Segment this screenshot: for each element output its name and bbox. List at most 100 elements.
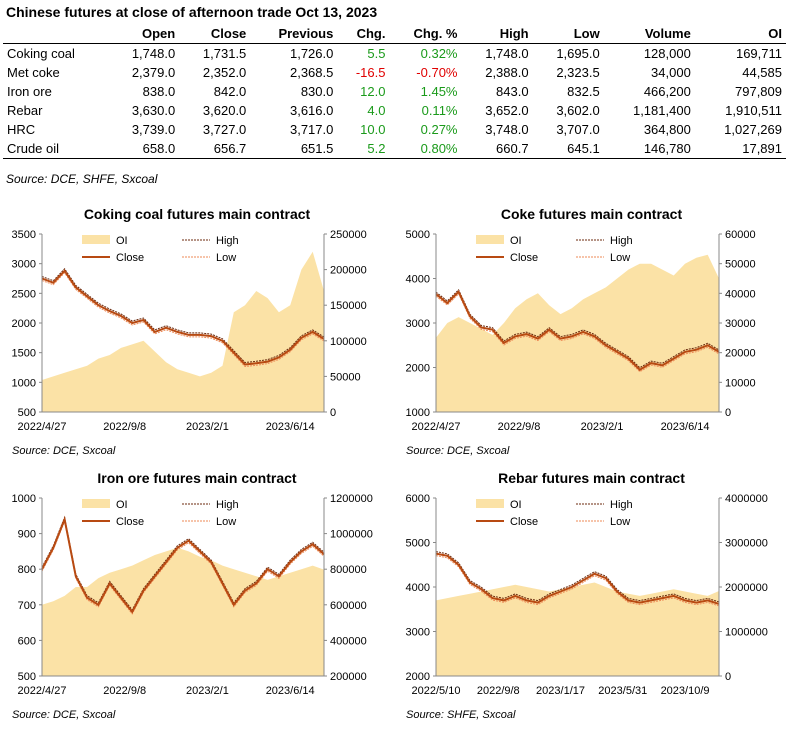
x-tick-label: 2022/4/27 <box>18 685 67 697</box>
cell-previous: 3,616.0 <box>289 103 334 118</box>
legend-low-label: Low <box>216 516 236 528</box>
table-row: Coking coal 1,748.0 1,731.5 1,726.0 5.5 0.32%… <box>3 44 786 64</box>
y-right-tick-label: 0 <box>330 407 336 419</box>
cell-name: Crude oil <box>3 139 109 159</box>
cell-previous: 651.5 <box>250 139 338 159</box>
table-body: Coking coal 1,748.0 1,731.5 1,726.0 5.5 0.32%… <box>3 44 786 159</box>
legend-high-label: High <box>610 499 633 511</box>
cell-low: 832.5 <box>567 84 600 99</box>
cell-chg-pct: 0.27% <box>420 122 458 137</box>
cell-low: 3,707.0 <box>556 122 600 137</box>
cell-chg-pct: 1.45% <box>420 84 458 99</box>
cell-low: 2,323.5 <box>556 65 600 80</box>
y-right-tick-label: 600000 <box>330 600 367 612</box>
x-tick-label: 2022/5/10 <box>412 685 461 697</box>
cell-chg: 5.2 <box>337 139 390 159</box>
y-right-tick-label: 1200000 <box>330 493 373 505</box>
y-right-tick-label: 1000000 <box>725 627 768 639</box>
y-right-tick-label: 1000000 <box>330 529 373 541</box>
close-line <box>435 290 720 371</box>
legend: OI High Close Low <box>82 235 239 264</box>
table-row: Rebar 3,630.0 3,620.0 3,616.0 4.0 0.11% 3,652.… <box>3 101 786 120</box>
y-left-tick-label: 4000 <box>406 274 430 286</box>
cell-open: 3,739.0 <box>131 122 176 137</box>
low-line <box>435 292 720 373</box>
y-left-tick-label: 3000 <box>406 318 430 330</box>
cell-oi: 17,891 <box>694 139 786 159</box>
cell-chg: -16.5 <box>355 65 386 80</box>
close-line <box>435 552 720 605</box>
legend-oi-swatch <box>476 499 504 508</box>
column-header: Low <box>532 24 604 44</box>
chart-title: Rebar futures main contract <box>498 470 685 486</box>
close-line <box>41 515 325 614</box>
legend-high-label: High <box>610 235 633 247</box>
cell-oi: 797,809 <box>735 84 782 99</box>
legend-low-label: Low <box>216 252 236 264</box>
column-header: Volume <box>603 24 695 44</box>
cell-close: 842.0 <box>213 84 247 99</box>
cell-low: 645.1 <box>532 139 604 159</box>
legend-oi-label: OI <box>510 235 522 247</box>
y-left-tick-label: 5000 <box>406 229 430 241</box>
y-left-tick-label: 3000 <box>12 259 36 271</box>
cell-high: 1,748.0 <box>485 46 529 61</box>
legend-close-label: Close <box>510 516 538 528</box>
cell-low: 1,695.0 <box>556 46 600 61</box>
x-tick-label: 2023/6/14 <box>661 421 710 433</box>
cell-chg: 10.0 <box>360 122 386 137</box>
x-tick-label: 2022/4/27 <box>18 421 67 433</box>
column-header: Close <box>179 24 251 44</box>
legend-low-label: Low <box>610 516 630 528</box>
y-left-tick-label: 1000 <box>406 407 430 419</box>
y-right-tick-label: 40000 <box>725 288 756 300</box>
y-right-tick-label: 0 <box>725 671 731 683</box>
y-left-tick-label: 600 <box>18 635 36 647</box>
legend-oi-label: OI <box>116 235 128 247</box>
table-source: Source: DCE, SHFE, Sxcoal <box>6 172 158 186</box>
cell-high: 3,652.0 <box>485 103 529 118</box>
chart-source: Source: SHFE, Sxcoal <box>406 709 516 721</box>
y-right-tick-label: 150000 <box>330 300 367 312</box>
high-line <box>41 268 325 364</box>
cell-chg-pct: 0.32% <box>420 46 458 61</box>
column-header: Open <box>108 24 180 44</box>
column-header: High <box>461 24 533 44</box>
high-line <box>435 551 720 603</box>
legend-close-label: Close <box>116 516 144 528</box>
x-tick-label: 2023/2/1 <box>186 685 229 697</box>
x-tick-label: 2023/6/14 <box>266 685 315 697</box>
chart-svg: Coking coal futures main contract 3500 300… <box>12 206 367 457</box>
legend: OI High Close Low <box>476 235 633 264</box>
y-left-tick-label: 4000 <box>406 582 430 594</box>
y-right-tick-label: 10000 <box>725 377 756 389</box>
cell-previous: 830.0 <box>300 84 334 99</box>
cell-previous: 3,717.0 <box>289 122 334 137</box>
cell-open: 2,379.0 <box>131 65 176 80</box>
x-tick-label: 2023/1/17 <box>536 685 585 697</box>
cell-high: 843.0 <box>496 84 529 99</box>
cell-high: 2,388.0 <box>485 65 529 80</box>
y-right-tick-label: 50000 <box>725 259 756 271</box>
y-left-tick-label: 1000 <box>12 493 36 505</box>
chart-source: Source: DCE, Sxcoal <box>12 445 116 457</box>
y-left-tick-label: 2000 <box>406 671 430 683</box>
rebar-chart: Rebar futures main contract 6000 5000 4000 3… <box>394 464 789 726</box>
cell-chg: 12.0 <box>360 84 386 99</box>
cell-volume: 364,800 <box>643 122 691 137</box>
chart-title: Coke futures main contract <box>501 206 683 222</box>
y-right-tick-label: 100000 <box>330 336 367 348</box>
cell-volume: 146,780 <box>603 139 695 159</box>
table-row: Crude oil 658.0 656.7 651.5 5.2 0.80% 660.7 645… <box>3 139 786 159</box>
y-left-tick-label: 2000 <box>12 318 36 330</box>
cell-close: 656.7 <box>179 139 251 159</box>
cell-close: 1,731.5 <box>202 46 247 61</box>
y-left-tick-label: 5000 <box>406 538 430 550</box>
y-left-tick-label: 2500 <box>12 288 36 300</box>
cell-oi: 169,711 <box>735 46 782 61</box>
chart-svg: Iron ore futures main contract 1000 900 800… <box>12 470 373 721</box>
column-header <box>3 24 109 44</box>
table-title: Chinese futures at close of afternoon tr… <box>6 4 378 20</box>
cell-oi: 1,027,269 <box>724 122 782 137</box>
x-tick-label: 2022/9/8 <box>498 421 541 433</box>
